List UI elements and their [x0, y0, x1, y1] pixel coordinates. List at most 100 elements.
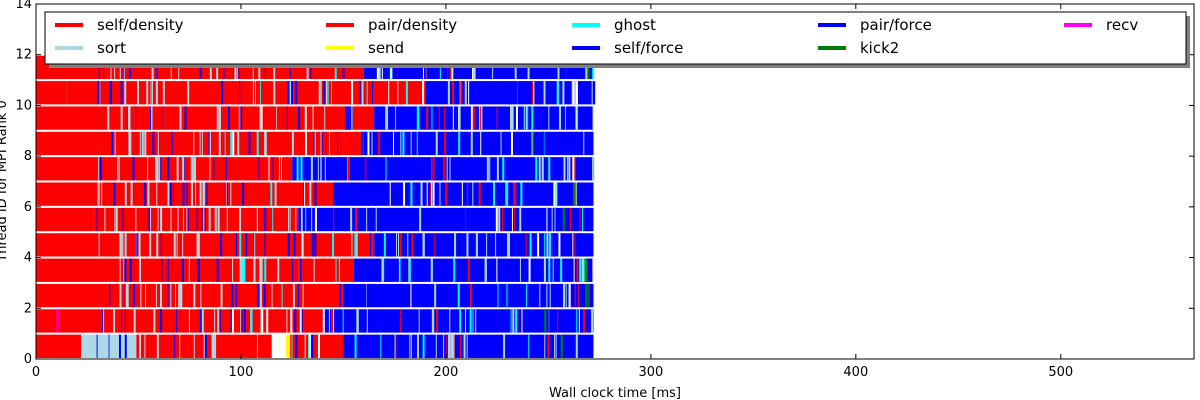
task-stripe [224, 131, 226, 156]
task-stripe [313, 258, 315, 282]
thread-row-9 [36, 106, 594, 130]
task-stripe [416, 106, 418, 130]
task-stripe [563, 334, 566, 358]
task-stripe [274, 106, 277, 130]
task-stripe [464, 283, 467, 308]
task-stripe [496, 258, 498, 282]
legend-label: self/density [97, 16, 184, 34]
task-stripe [266, 309, 269, 333]
task-stripe [569, 131, 572, 156]
task-stripe [103, 309, 105, 333]
task-stripe [497, 283, 499, 308]
task-stripe [96, 334, 98, 358]
task-stripe [457, 283, 460, 308]
task-stripe [422, 81, 425, 105]
task-stripe [195, 182, 197, 206]
task-stripe [466, 334, 468, 358]
task-stripe [507, 233, 509, 257]
task-stripe [197, 258, 199, 282]
task-stripe [144, 131, 147, 156]
task-stripe [104, 207, 106, 232]
task-stripe [568, 157, 571, 181]
legend-label: pair/force [860, 16, 932, 34]
task-stripe [417, 334, 420, 358]
task-stripe [432, 157, 435, 181]
legend-entry: kick2 [818, 39, 899, 57]
task-stripe [124, 182, 127, 206]
task-stripe [559, 106, 562, 130]
task-stripe [126, 283, 129, 308]
task-stripe [318, 81, 321, 105]
task-stripe [558, 233, 561, 257]
task-stripe [354, 157, 356, 181]
task-stripe [179, 334, 181, 358]
task-stripe [132, 283, 135, 308]
task-stripe [114, 131, 116, 156]
task-stripe [132, 157, 135, 181]
task-stripe [106, 334, 109, 358]
task-stripe [478, 106, 480, 130]
task-stripe [322, 309, 325, 333]
task-stripe [543, 258, 546, 282]
task-stripe [97, 81, 100, 105]
task-stripe [444, 131, 447, 156]
task-stripe [213, 283, 215, 308]
task-stripe [156, 233, 159, 257]
task-stripe [99, 157, 102, 181]
task-bar-recv [56, 309, 59, 333]
task-stripe [129, 131, 132, 156]
task-stripe [568, 283, 571, 308]
task-stripe [304, 334, 306, 358]
task-stripe [366, 81, 368, 105]
task-stripe [167, 182, 170, 206]
task-stripe [186, 182, 188, 206]
task-stripe [330, 309, 333, 333]
task-stripe [125, 283, 128, 308]
task-stripe [292, 283, 295, 308]
task-stripe [510, 309, 512, 333]
task-stripe [250, 309, 252, 333]
task-stripe [209, 131, 211, 156]
task-stripe [342, 309, 344, 333]
task-stripe [563, 283, 566, 308]
task-stripe [555, 207, 557, 232]
task-stripe [502, 157, 505, 181]
task-stripe [99, 81, 101, 105]
task-stripe [575, 182, 577, 206]
task-stripe [201, 131, 203, 156]
task-stripe [138, 334, 141, 358]
task-stripe [443, 157, 446, 181]
task-stripe [383, 258, 385, 282]
task-stripe [327, 157, 330, 181]
task-stripe [522, 207, 525, 232]
task-stripe [460, 334, 462, 358]
task-stripe [557, 309, 559, 333]
task-stripe [113, 182, 116, 206]
task-stripe [511, 106, 514, 130]
task-stripe [188, 309, 190, 333]
task-stripe [178, 283, 181, 308]
task-stripe [97, 182, 99, 206]
task-stripe [502, 207, 504, 232]
task-stripe [515, 309, 518, 333]
task-stripe [429, 182, 431, 206]
task-stripe [523, 106, 525, 130]
task-stripe [305, 207, 307, 232]
task-stripe [384, 258, 387, 282]
task-stripe [451, 81, 454, 105]
task-stripe [339, 283, 342, 308]
task-stripe [271, 283, 273, 308]
task-stripe [357, 131, 359, 156]
task-stripe [167, 157, 170, 181]
task-stripe [565, 207, 567, 232]
thread-row-7 [36, 157, 595, 181]
task-stripe [133, 309, 136, 333]
task-stripe [220, 233, 223, 257]
task-stripe [503, 334, 506, 358]
task-stripe [113, 309, 116, 333]
task-stripe [366, 283, 368, 308]
task-stripe [217, 207, 220, 232]
task-stripe [467, 182, 469, 206]
thread-row-0 [36, 334, 594, 358]
legend-label: recv [1106, 16, 1138, 34]
